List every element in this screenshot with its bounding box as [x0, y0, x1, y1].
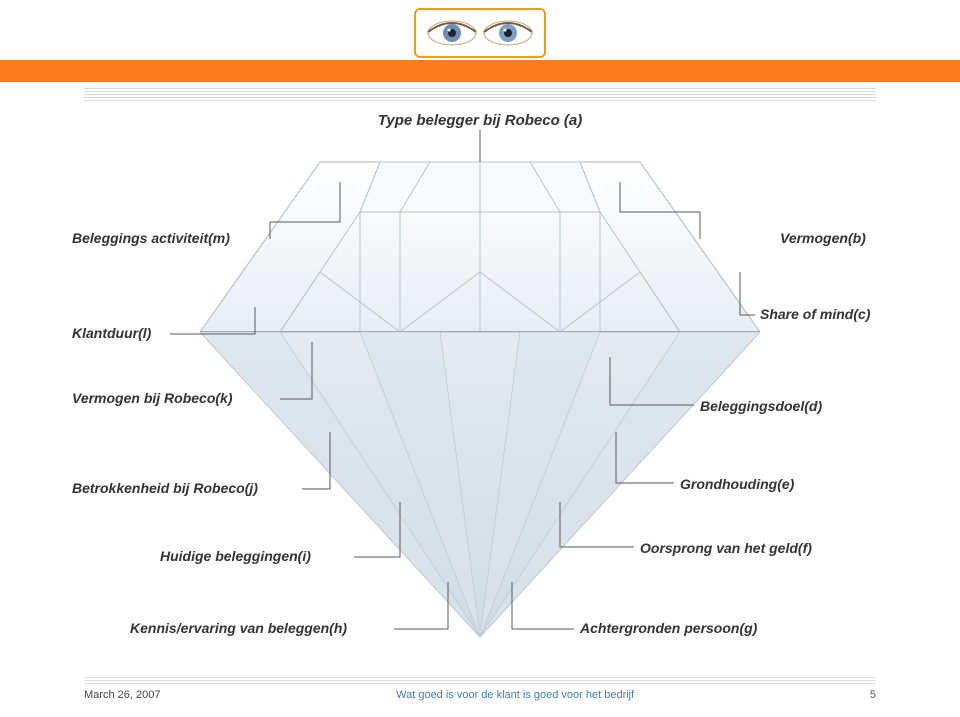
- header-band: [0, 0, 960, 82]
- label-k: Vermogen bij Robeco(k): [72, 390, 233, 406]
- label-m: Beleggings activiteit(m): [72, 230, 230, 246]
- footer-center: Wat goed is voor de klant is goed voor h…: [396, 689, 634, 701]
- eyes-icon: [420, 12, 540, 54]
- label-i: Huidige beleggingen(i): [160, 548, 311, 564]
- label-d: Beleggingsdoel(d): [700, 398, 822, 414]
- label-h: Kennis/ervaring van beleggen(h): [130, 620, 347, 636]
- label-c: Share of mind(c): [760, 306, 870, 322]
- diamond-svg: [200, 142, 760, 642]
- footer-dashes: [84, 677, 876, 685]
- logo-eyes: [414, 8, 546, 58]
- footer: March 26, 2007 Wat goed is voor de klant…: [84, 677, 876, 701]
- page-title: Type belegger bij Robeco (a): [378, 112, 582, 129]
- label-f: Oorsprong van het geld(f): [640, 540, 812, 556]
- label-b: Vermogen(b): [780, 230, 866, 246]
- footer-page: 5: [870, 689, 876, 701]
- slide-stage: Type belegger bij Robeco (a): [0, 82, 960, 717]
- orange-bar: [0, 60, 960, 82]
- label-j: Betrokkenheid bij Robeco(j): [72, 480, 258, 496]
- label-e: Grondhouding(e): [680, 476, 794, 492]
- label-l: Klantduur(l): [72, 325, 151, 341]
- footer-date: March 26, 2007: [84, 689, 160, 701]
- label-g: Achtergronden persoon(g): [580, 620, 757, 636]
- diamond-figure: [200, 142, 760, 642]
